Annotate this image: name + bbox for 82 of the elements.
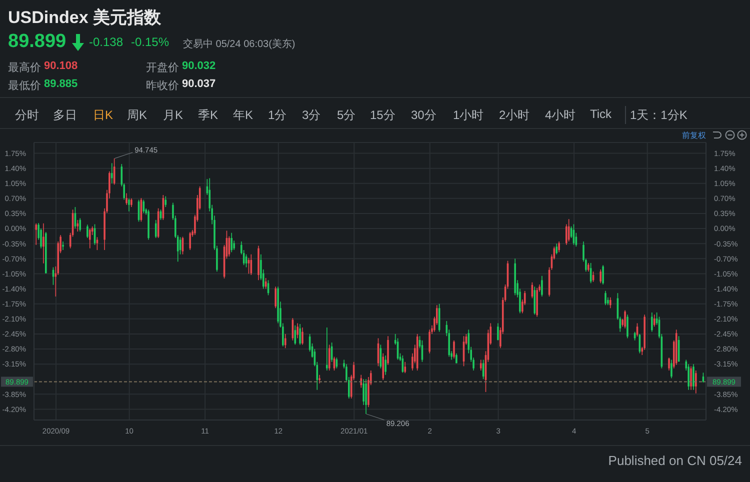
candlestick [284,334,286,349]
candlestick [624,310,626,329]
text: 昨收价 [146,79,179,93]
candlestick [382,352,384,380]
text: 开盘价 [146,61,179,75]
candlestick [428,329,430,354]
candlestick [233,240,235,250]
text: 30分 [411,107,436,124]
candlestick [602,264,604,285]
text: 周K [127,107,148,124]
candlestick [690,366,692,390]
candlestick [154,220,157,238]
candlestick [541,275,543,297]
candlestick [142,199,145,214]
candlestick [453,340,455,359]
text: 日K [93,107,114,124]
candlestick [480,359,482,371]
candlestick [299,324,301,346]
candlestick [688,364,690,390]
text: 15分 [370,107,396,124]
text: Tick [590,107,612,121]
text: 年K [233,107,254,124]
candlestick [86,224,88,238]
candlestick [128,198,130,212]
candlestick [556,243,558,255]
candlestick [79,218,82,232]
candlestick [558,241,560,253]
candlestick [326,327,328,371]
candlestick [604,290,606,306]
candlestick [653,314,656,328]
text: 多日 [53,107,77,124]
candlestick [670,359,672,379]
text: 90.037 [182,78,216,90]
candlestick [328,344,330,371]
candlestick [534,286,536,315]
text: 1分 [268,107,287,124]
candlestick [62,241,64,250]
text: 89.885 [44,78,78,90]
candlestick [296,322,298,339]
text: 3分 [302,107,321,124]
text: 5分 [337,107,356,124]
text: 交易中 05/24 06:03(美东) [183,38,296,51]
candlestick [302,327,304,346]
text: 最高价 [8,60,41,75]
chart-title: USDindex 美元指数 [8,7,162,29]
candlestick [497,322,499,341]
text: -0.138 [89,35,124,49]
candlestick [42,222,44,264]
candlestick [164,196,167,208]
text: 1天：1分K [630,107,688,124]
candlestick [404,362,406,374]
text: Published on CN 05/24 [608,453,742,468]
text: 89.899 [8,31,66,52]
candlestick [600,269,602,284]
text: 月K [163,107,184,124]
text: 2小时 [499,107,530,124]
candlestick [692,364,694,390]
text: 季K [198,107,218,124]
text: -0.15% [131,35,170,49]
candlestick [651,312,653,332]
candlestick [230,232,233,253]
text: 1小时 [453,107,484,124]
candlestick [110,162,113,184]
candlestick [387,336,389,366]
candlestick [668,357,670,371]
candlestick [274,286,276,309]
candlestick [88,228,91,249]
candlestick [695,370,697,394]
candlestick [365,378,367,414]
text: 前复权 [682,130,706,141]
text: 90.108 [44,60,78,72]
candlestick [126,192,128,206]
candlestick [609,296,612,309]
text: 90.032 [182,60,216,72]
candlestick [384,355,386,376]
text: 分时 [15,107,39,124]
text: 最低价 [8,79,41,93]
candlestick [35,222,38,246]
candlestick [189,232,191,250]
text: 4小时 [545,107,576,124]
candlestick [294,324,296,346]
candlestick [626,314,628,339]
